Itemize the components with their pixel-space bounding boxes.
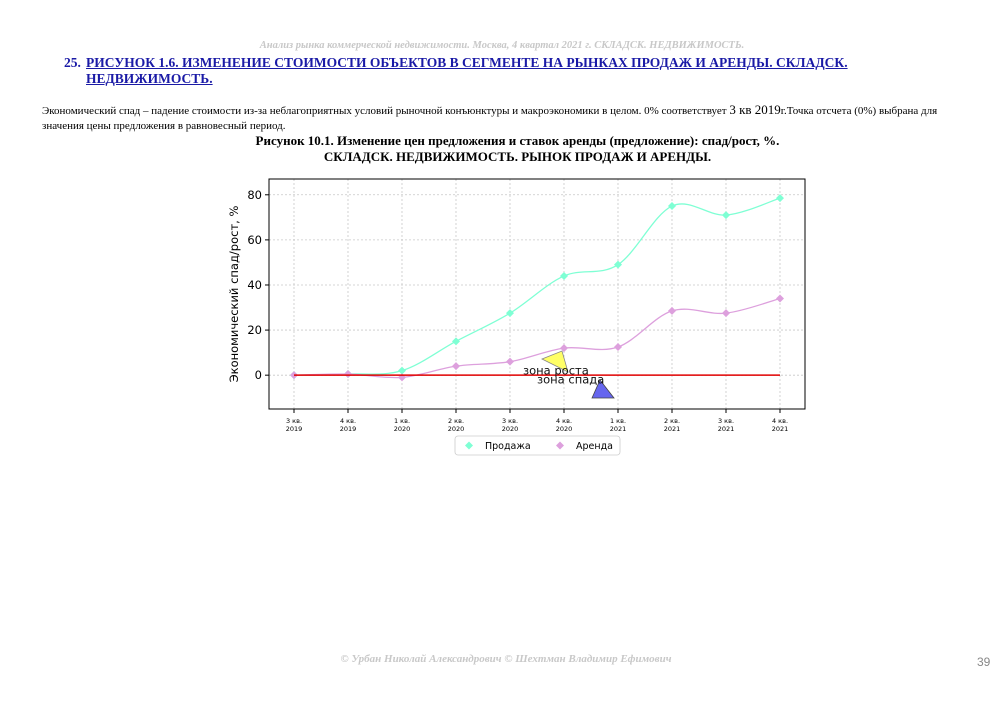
x-tick-label: 2021 [610, 425, 627, 433]
paragraph-part-a: Экономический спад – падение стоимости и… [42, 105, 727, 117]
x-tick-label: 4 кв. [340, 417, 356, 425]
data-point [614, 260, 622, 269]
heading-link[interactable]: РИСУНОК 1.6. ИЗМЕНЕНИЕ СТОИМОСТИ ОБЪЕКТО… [86, 55, 848, 86]
legend: Продажа Аренда [454, 435, 621, 456]
y-tick-label: 40 [247, 278, 262, 292]
x-tick-label: 3 кв. [502, 417, 518, 425]
figure-title: Рисунок 10.1. Изменение цен предложения … [0, 133, 1004, 165]
data-point [560, 344, 568, 353]
data-point [398, 366, 406, 375]
x-tick-label: 2021 [772, 425, 789, 433]
page-footer: © Урбан Николай Александрович © Шехтман … [340, 653, 672, 665]
data-point [452, 337, 460, 346]
x-tick-label: 2020 [556, 425, 573, 433]
x-tick-label: 2 кв. [664, 417, 680, 425]
legend-label-2: Аренда [576, 441, 613, 452]
x-tick-label: 3 кв. [286, 417, 302, 425]
section-heading: 25. РИСУНОК 1.6. ИЗМЕНЕНИЕ СТОИМОСТИ ОБЪ… [64, 55, 924, 87]
legend-box [454, 435, 621, 456]
x-tick-label: 3 кв. [718, 417, 734, 425]
description-paragraph: Экономический спад – падение стоимости и… [42, 102, 972, 134]
data-point [722, 309, 730, 318]
decline-zone-marker [591, 379, 615, 399]
legend-label-1: Продажа [485, 441, 531, 452]
y-tick-label: 60 [247, 233, 262, 247]
data-point [776, 194, 784, 203]
x-tick-label: 2020 [448, 425, 465, 433]
figure-title-line-1: Рисунок 10.1. Изменение цен предложения … [255, 133, 780, 148]
x-tick-label: 4 кв. [556, 417, 572, 425]
heading-number: 25. [64, 55, 81, 70]
data-point [506, 357, 514, 366]
growth-zone-label: зона роста [523, 364, 589, 378]
y-axis-label: Экономический спад/рост, % [227, 206, 241, 383]
series-line-1 [293, 197, 781, 376]
paragraph-part-c: г.Точка отсчета (0%) выбрана для значени… [42, 105, 938, 132]
x-tick-label: 2 кв. [448, 417, 464, 425]
data-point [344, 370, 352, 379]
plot-frame [268, 178, 806, 410]
x-tick-label: 2020 [394, 425, 411, 433]
x-tick-label: 2021 [664, 425, 681, 433]
figure-title-line-2: СКЛАДСК. НЕДВИЖИМОСТЬ. РЫНОК ПРОДАЖ И АР… [323, 149, 712, 164]
legend-marker-2 [556, 441, 564, 450]
data-point [722, 211, 730, 220]
series-line-2 [293, 297, 781, 379]
x-tick-label: 4 кв. [772, 417, 788, 425]
data-point [506, 309, 514, 318]
x-tick-label: 2019 [340, 425, 357, 433]
y-tick-label: 0 [255, 368, 262, 382]
data-point [560, 271, 568, 280]
y-tick-label: 20 [247, 323, 262, 337]
data-point [452, 362, 460, 371]
x-tick-label: 2019 [286, 425, 303, 433]
data-point [776, 294, 784, 303]
page-header: Анализ рынка коммерческой недвижимости. … [259, 40, 745, 51]
x-tick-label: 2021 [718, 425, 735, 433]
y-tick-label: 80 [247, 188, 262, 202]
growth-zone-marker [541, 350, 569, 373]
page-number: 39 [977, 655, 991, 669]
x-tick-label: 1 кв. [610, 417, 626, 425]
data-point [668, 202, 676, 211]
data-point [668, 306, 676, 315]
paragraph-period: 3 кв 2019 [729, 102, 781, 117]
x-tick-label: 2020 [502, 425, 519, 433]
x-tick-label: 1 кв. [394, 417, 410, 425]
decline-zone-label: зона спада [537, 373, 604, 387]
legend-marker-1 [465, 441, 473, 450]
data-point [614, 342, 622, 351]
